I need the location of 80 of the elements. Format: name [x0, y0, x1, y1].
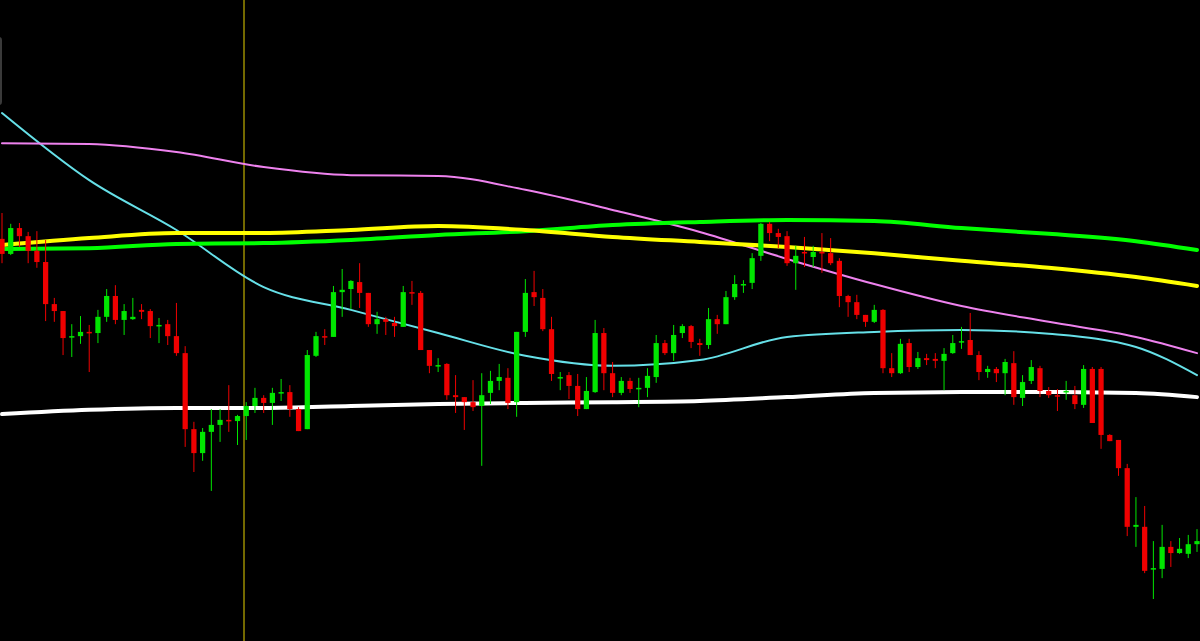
candlestick	[479, 372, 485, 467]
candlestick	[793, 245, 799, 291]
candlestick	[69, 323, 75, 358]
candlestick	[0, 212, 5, 264]
candlestick	[409, 280, 415, 306]
candlestick	[1028, 359, 1034, 385]
candlestick	[147, 308, 153, 339]
candlestick	[732, 274, 738, 301]
candlestick	[557, 371, 563, 391]
candlestick	[426, 349, 433, 374]
candlestick	[845, 294, 851, 318]
candlestick	[671, 324, 677, 362]
candlestick	[1019, 374, 1026, 407]
candlestick	[618, 376, 624, 396]
candlestick	[470, 379, 476, 412]
candlestick	[95, 309, 101, 344]
candlestick	[871, 304, 877, 324]
candlestick	[1054, 388, 1061, 412]
candlestick	[217, 408, 223, 443]
candlestick	[531, 270, 537, 307]
candlestick	[566, 371, 572, 400]
candlestick	[357, 262, 363, 309]
candlestick	[1037, 365, 1043, 398]
candlestick	[915, 351, 921, 370]
candlestick	[906, 338, 912, 373]
candlestick	[121, 303, 127, 336]
candlestick	[252, 387, 258, 414]
candlestick	[688, 324, 694, 349]
candlestick	[200, 427, 206, 462]
candlestick	[278, 378, 284, 402]
candlestick	[25, 231, 31, 264]
candlestick	[16, 222, 23, 248]
candlestick	[941, 347, 947, 391]
candlestick	[1168, 540, 1174, 568]
candlestick	[269, 387, 276, 426]
candlestick	[976, 350, 982, 381]
candlestick	[104, 288, 110, 323]
candlestick	[609, 361, 616, 398]
candlestick	[287, 384, 293, 418]
candlestick	[583, 376, 590, 410]
candlestick	[1150, 540, 1156, 600]
candlestick	[51, 297, 57, 323]
candlestick	[1133, 496, 1139, 548]
candlestick	[208, 408, 214, 492]
candlestick	[766, 221, 773, 242]
candlestick	[461, 396, 467, 431]
candlestick	[391, 316, 398, 338]
candlestick	[313, 331, 319, 358]
candlestick	[435, 357, 441, 373]
candlestick	[173, 302, 180, 357]
candlestick	[348, 279, 354, 310]
candlestick	[234, 414, 241, 446]
candlestick	[958, 326, 965, 350]
candlestick	[165, 319, 171, 346]
candlestick	[1072, 385, 1078, 410]
candlestick	[950, 334, 956, 355]
candlestick	[854, 294, 860, 320]
candlestick	[191, 421, 197, 473]
candlestick	[1194, 528, 1200, 553]
candlestick	[967, 312, 973, 356]
candlestick	[889, 352, 895, 378]
candlestick	[1159, 524, 1165, 579]
candlestick	[112, 284, 119, 325]
candlestick	[1002, 358, 1008, 396]
candlestick	[1185, 534, 1191, 559]
candlestick	[575, 373, 581, 417]
candlestick	[714, 314, 720, 335]
candlestick	[383, 316, 389, 336]
candlestick	[828, 237, 834, 266]
candlestick	[487, 370, 494, 405]
candlestick	[644, 367, 651, 398]
candlestick	[77, 315, 84, 345]
candlestick	[452, 374, 459, 414]
candlestick	[34, 230, 40, 269]
candlestick	[374, 311, 380, 335]
candlestick	[627, 377, 633, 394]
candlestick	[775, 228, 781, 249]
candlestick	[810, 245, 816, 268]
candlestick	[496, 363, 502, 391]
candlestick	[243, 401, 249, 441]
